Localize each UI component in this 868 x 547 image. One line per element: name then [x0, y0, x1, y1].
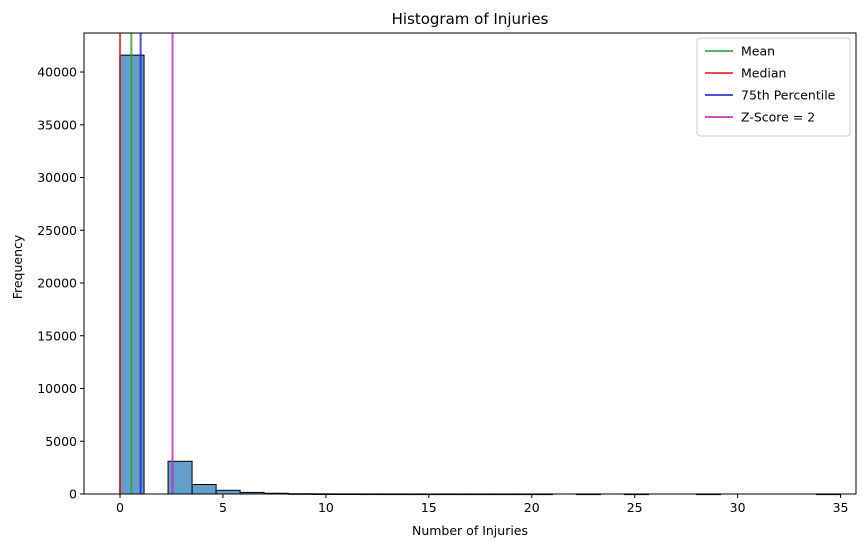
y-axis-label: Frequency: [10, 234, 25, 299]
x-tick-label: 10: [318, 500, 334, 515]
chart-title: Histogram of Injuries: [392, 10, 549, 28]
y-tick-label: 5000: [45, 434, 77, 449]
histogram-bar: [215, 489, 241, 495]
x-tick-label: 0: [116, 500, 124, 515]
histogram-bar: [191, 484, 217, 495]
reference-lines-layer: [119, 33, 174, 494]
legend-entry: Z-Score = 2: [741, 110, 815, 125]
plot-frame: [83, 32, 857, 495]
x-tick-label: 15: [421, 500, 437, 515]
y-tick-label: 0: [69, 487, 77, 502]
legend-entry: Mean: [741, 44, 775, 59]
x-tick-label: 35: [833, 500, 849, 515]
y-tick-label: 10000: [37, 381, 77, 396]
x-tick-label: 30: [730, 500, 746, 515]
legend-entry: Median: [741, 66, 786, 81]
y-axis-ticks: 0 5000 10000 15000 20000 25000 30000 35000 40000: [37, 65, 84, 502]
legend-box: [696, 37, 851, 137]
y-tick-label: 15000: [37, 328, 77, 343]
x-axis-ticks: 0 5 10 15 20 25 30 35: [116, 494, 849, 515]
y-tick-label: 25000: [37, 223, 77, 238]
y-tick-label: 30000: [37, 170, 77, 185]
x-tick-label: 20: [524, 500, 540, 515]
y-tick-label: 35000: [37, 117, 77, 132]
x-tick-label: 25: [627, 500, 643, 515]
legend-entry: 75th Percentile: [741, 88, 836, 103]
x-tick-label: 5: [219, 500, 227, 515]
y-tick-label: 20000: [37, 276, 77, 291]
x-axis-label: Number of Injuries: [412, 523, 528, 538]
legend: Mean Median 75th Percentile Z-Score = 2: [696, 37, 851, 137]
y-tick-label: 40000: [37, 65, 77, 80]
